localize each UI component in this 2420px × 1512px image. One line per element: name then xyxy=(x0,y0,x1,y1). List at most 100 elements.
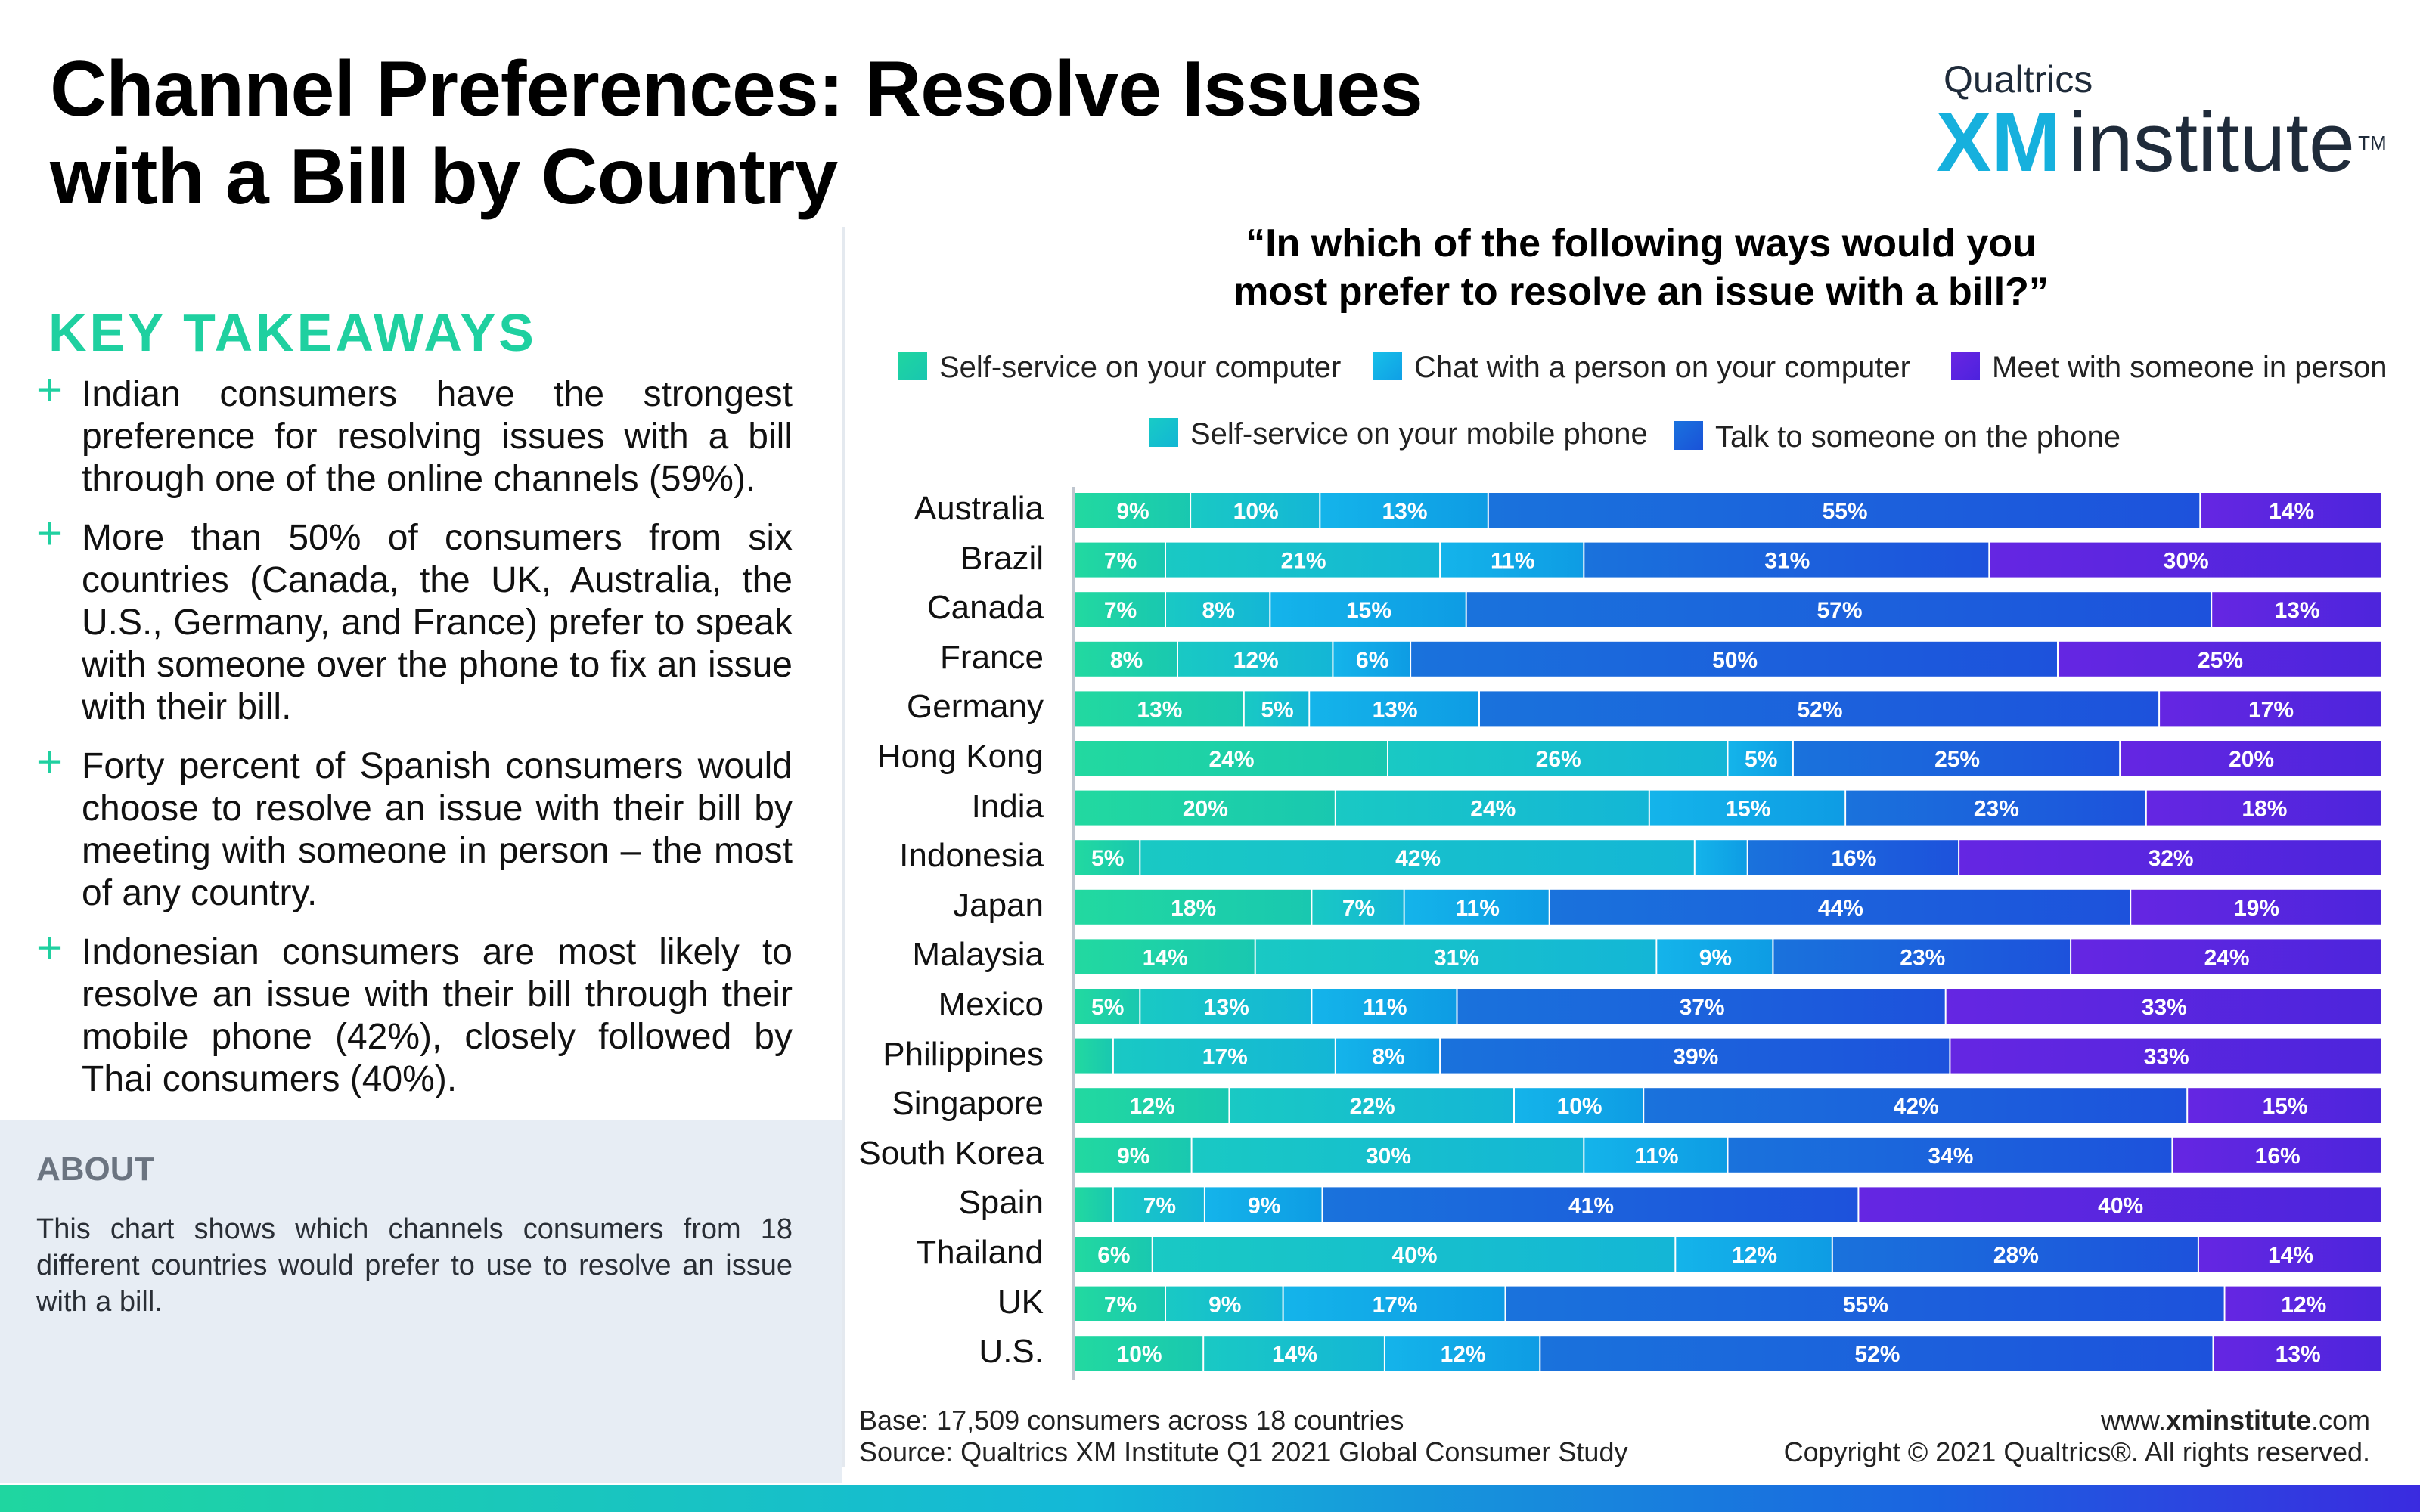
bar-segment xyxy=(1336,790,1649,826)
legend-item-phone: Talk to someone on the phone xyxy=(1674,420,2121,454)
about-heading: ABOUT xyxy=(36,1151,155,1188)
chart-question: “In which of the following ways would yo… xyxy=(1074,219,2208,316)
country-label: Hong Kong xyxy=(876,738,1044,775)
bar-segment xyxy=(1312,889,1404,925)
bar-value-label: 5% xyxy=(1261,697,1293,722)
bar-segment xyxy=(1191,493,1320,528)
legend-label: Self-service on your computer xyxy=(939,351,1342,384)
bar-segment xyxy=(1846,790,2145,826)
country-label: Philippines xyxy=(883,1035,1044,1073)
takeaway-text: More than 50% of consumers from six coun… xyxy=(82,518,793,727)
bar-segment xyxy=(2059,641,2381,677)
bar-segment xyxy=(2173,1137,2381,1173)
url-bold: xminstitute xyxy=(2165,1405,2311,1436)
takeaway-text: Indonesian consumers are most likely to … xyxy=(82,932,793,1099)
column-divider xyxy=(842,227,845,1467)
bar-value-label: 31% xyxy=(1434,945,1479,970)
bar-segment xyxy=(1140,840,1694,875)
bar-value-label: 52% xyxy=(1797,697,1842,722)
takeaway-text: Forty percent of Spanish consumers would… xyxy=(82,746,793,913)
bar-segment xyxy=(1166,1286,1283,1321)
bar-segment xyxy=(2146,790,2381,826)
bar-value-label: 21% xyxy=(1281,549,1326,574)
bar-segment xyxy=(1480,691,2159,727)
bar-segment xyxy=(1385,1336,1540,1371)
bar-value-label: 11% xyxy=(1363,995,1407,1020)
bar-value-label: 13% xyxy=(1137,697,1182,722)
bar-value-label: 33% xyxy=(2144,1045,2189,1070)
bar-value-label: 25% xyxy=(1934,747,1980,772)
bar-value-label: 12% xyxy=(2281,1293,2326,1318)
logo-institute-text: institute xyxy=(2068,96,2356,189)
bar-value-label: 44% xyxy=(1818,896,1863,921)
country-label: Singapore xyxy=(892,1085,1044,1123)
bar-segment xyxy=(1075,1237,1152,1272)
bar-value-label: 18% xyxy=(2242,797,2287,822)
bar-value-label: 17% xyxy=(2248,697,2294,722)
url-prefix: www. xyxy=(2100,1405,2166,1436)
bar-segment xyxy=(1075,493,1190,528)
bar-segment xyxy=(1333,641,1410,677)
bar-segment xyxy=(2071,939,2381,974)
bar-value-label: 33% xyxy=(2142,995,2187,1020)
bar-segment xyxy=(1336,1038,1440,1074)
bar-segment xyxy=(2212,592,2381,627)
bar-segment xyxy=(1411,641,2057,677)
country-label: Indonesia xyxy=(899,837,1044,875)
plus-icon: + xyxy=(36,364,64,415)
bar-segment xyxy=(1075,1336,1203,1371)
bar-value-label: 40% xyxy=(1392,1243,1437,1268)
bar-value-label: 12% xyxy=(1441,1342,1486,1367)
bar-value-label: 40% xyxy=(2098,1193,2143,1218)
bar-segment xyxy=(1244,691,1309,727)
qualtrics-xm-institute-logo: Qualtrics XMinstitute TM xyxy=(1936,57,2387,184)
legend-label: Self-service on your mobile phone xyxy=(1190,417,1648,451)
bar-segment xyxy=(1312,989,1457,1024)
about-panel: ABOUT This chart shows which channels co… xyxy=(0,1120,842,1483)
bar-value-label: 55% xyxy=(1843,1293,1888,1318)
bar-segment xyxy=(1075,1038,1112,1074)
bar-value-label: 22% xyxy=(1350,1094,1395,1119)
bar-value-label: 13% xyxy=(2275,598,2320,623)
bar-value-label: 11% xyxy=(1491,549,1534,574)
bar-value-label: 8% xyxy=(1202,598,1235,623)
bar-value-label: 12% xyxy=(1233,648,1279,673)
bar-value-label: 6% xyxy=(1097,1243,1130,1268)
bar-value-label: 42% xyxy=(1395,846,1441,871)
chart-question-line-2: most prefer to resolve an issue with a b… xyxy=(1233,270,2049,314)
country-label: UK xyxy=(997,1283,1044,1321)
bar-value-label: 9% xyxy=(1248,1193,1280,1218)
bar-value-label: 5% xyxy=(1745,747,1777,772)
bar-value-label: 5% xyxy=(1091,846,1124,871)
key-takeaways-heading: KEY TAKEAWAYS xyxy=(48,303,537,362)
bar-segment xyxy=(1584,1137,1727,1173)
bar-value-label: 31% xyxy=(1764,549,1810,574)
country-label: Mexico xyxy=(938,986,1044,1023)
bar-value-label: 16% xyxy=(1831,846,1876,871)
bar-value-label: 14% xyxy=(2268,1243,2313,1268)
chart-footnote: Base: 17,509 consumers across 18 countri… xyxy=(859,1405,1627,1468)
bar-value-label: 9% xyxy=(1208,1293,1241,1318)
country-label: Brazil xyxy=(960,539,1044,577)
bar-segment xyxy=(1728,741,1792,776)
bar-value-label: 9% xyxy=(1117,1144,1150,1169)
bar-value-label: 15% xyxy=(2263,1094,2308,1119)
bar-value-label: 14% xyxy=(1272,1342,1317,1367)
legend-swatch xyxy=(898,352,927,381)
takeaway-text: Indian consumers have the strongest pref… xyxy=(82,374,793,499)
bar-value-label: 23% xyxy=(1974,797,2019,822)
bar-value-label: 5% xyxy=(1091,995,1124,1020)
website-link[interactable]: www.xminstitute.com xyxy=(1784,1405,2370,1436)
bar-value-label: 9% xyxy=(1116,499,1149,524)
bar-value-label: 15% xyxy=(1725,797,1770,822)
bar-segment xyxy=(1773,939,2071,974)
bar-segment xyxy=(1323,1187,1858,1222)
bar-value-label: 14% xyxy=(2269,499,2314,524)
bar-segment xyxy=(1644,1088,2187,1123)
country-label: Spain xyxy=(958,1184,1044,1222)
bar-segment xyxy=(1550,889,2130,925)
bar-segment xyxy=(1075,790,1335,826)
bar-value-label: 7% xyxy=(1342,896,1375,921)
country-label: France xyxy=(940,638,1044,676)
